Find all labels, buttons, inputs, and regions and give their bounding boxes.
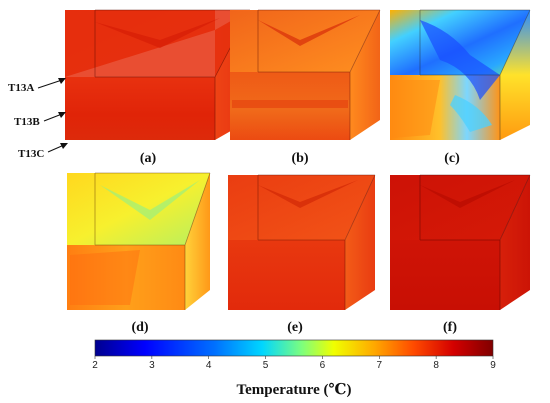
colorbar-tick-label: 9 bbox=[490, 360, 496, 371]
panel-a-label: (a) bbox=[140, 151, 157, 166]
panel-c-cool-region bbox=[450, 95, 492, 132]
panel-d-label: (d) bbox=[131, 320, 148, 335]
panel-a bbox=[65, 9, 251, 140]
colorbar-gradient bbox=[94, 339, 494, 357]
panel-c-warm-region bbox=[392, 80, 440, 138]
panel-f-wedge-shading bbox=[420, 180, 515, 208]
panel-f-side-face bbox=[500, 175, 530, 310]
panel-b-wedge-shading bbox=[258, 15, 360, 46]
panel-c-cube-edges bbox=[419, 9, 531, 140]
colorbar-tick-label: 4 bbox=[206, 360, 212, 371]
sensor-annotations: T13A T13B T13C bbox=[8, 78, 68, 160]
annotation-t13b-arrow bbox=[43, 113, 63, 122]
colorbar-tick-label: 3 bbox=[149, 360, 155, 371]
panel-e-label: (e) bbox=[287, 320, 303, 335]
colorbar-tick-label: 5 bbox=[263, 360, 269, 371]
panel-f-cube-edges bbox=[419, 174, 531, 310]
panel-b-label: (b) bbox=[291, 151, 308, 166]
panel-b bbox=[230, 9, 381, 140]
panel-f bbox=[390, 174, 531, 310]
panel-c-label: (c) bbox=[444, 151, 460, 166]
annotation-t13c: T13C bbox=[18, 148, 44, 160]
panel-e-front-face bbox=[228, 240, 345, 310]
annotation-t13c-arrow bbox=[47, 144, 65, 153]
colorbar-tick-label: 2 bbox=[92, 360, 98, 371]
panel-e-top-surface bbox=[228, 175, 375, 240]
panel-c-side-face bbox=[500, 10, 530, 140]
annotation-t13b-arrowhead bbox=[58, 112, 66, 118]
annotation-t13a: T13A bbox=[8, 82, 34, 94]
panel-a-wedge-shading bbox=[95, 18, 220, 48]
panel-f-front-face bbox=[390, 240, 500, 310]
annotation-t13c-arrowhead bbox=[60, 143, 68, 149]
panel-e-wedge-shading bbox=[258, 180, 358, 208]
panel-c bbox=[390, 9, 531, 140]
colorbar-ticks: 2 3 4 5 6 7 8 9 bbox=[92, 356, 496, 371]
colorbar-title: Temperature (℃) bbox=[236, 382, 351, 398]
annotation-t13a-arrow bbox=[37, 79, 63, 89]
panel-c-cold-region bbox=[420, 20, 500, 100]
panel-d-cube-edges bbox=[94, 172, 211, 310]
panel-e-cube-edges bbox=[257, 174, 376, 310]
panel-d-side-face bbox=[185, 173, 210, 310]
annotation-t13a-arrowhead bbox=[58, 78, 66, 84]
colorbar-tick-label: 7 bbox=[377, 360, 383, 371]
panel-a-front-face bbox=[65, 77, 215, 140]
colorbar: 2 3 4 5 6 7 8 9 Temperature (℃) bbox=[92, 339, 496, 398]
panel-b-side-face bbox=[350, 10, 380, 140]
panel-a-cube-edges bbox=[94, 9, 251, 140]
panel-e bbox=[228, 174, 376, 310]
panel-e-side-face bbox=[345, 175, 375, 310]
panel-d-lower-zone bbox=[70, 250, 140, 305]
panel-d-wedge-shading bbox=[100, 180, 200, 220]
colorbar-tick-label: 8 bbox=[433, 360, 439, 371]
annotation-t13b: T13B bbox=[14, 116, 40, 128]
panel-d bbox=[67, 172, 211, 310]
panel-f-label: (f) bbox=[443, 320, 457, 335]
panel-d-front-face bbox=[67, 245, 185, 310]
panel-b-cube-edges bbox=[257, 9, 381, 140]
colorbar-tick-label: 6 bbox=[320, 360, 326, 371]
panel-b-band bbox=[232, 100, 348, 108]
